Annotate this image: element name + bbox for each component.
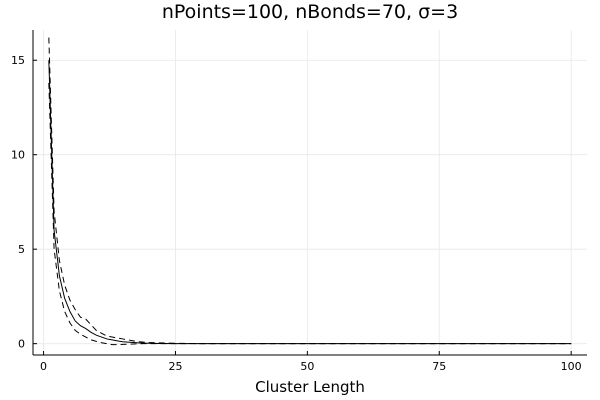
- chart-title: nPoints=100, nBonds=70, σ=3: [162, 1, 458, 23]
- y-tick-label-1: 5: [18, 243, 25, 256]
- x-tick-label-4: 100: [561, 360, 582, 373]
- y-tick-label-3: 15: [11, 54, 25, 67]
- x-axis-label: Cluster Length: [255, 378, 365, 396]
- x-tick-label-0: 0: [40, 360, 47, 373]
- ticks: 0 25 50 75 100 0 5 10 15: [11, 54, 582, 373]
- series: [48, 37, 572, 346]
- grid: [33, 30, 587, 355]
- y-tick-label-2: 10: [11, 149, 25, 162]
- axes: [32, 30, 587, 356]
- x-tick-label-3: 75: [432, 360, 446, 373]
- x-tick-label-2: 50: [300, 360, 314, 373]
- y-tick-label-0: 0: [18, 338, 25, 351]
- x-tick-label-1: 25: [168, 360, 182, 373]
- dashed-series-line-2: [48, 82, 572, 346]
- dashed-series-line-1: [48, 37, 572, 345]
- solid-series-line-0: [48, 60, 572, 345]
